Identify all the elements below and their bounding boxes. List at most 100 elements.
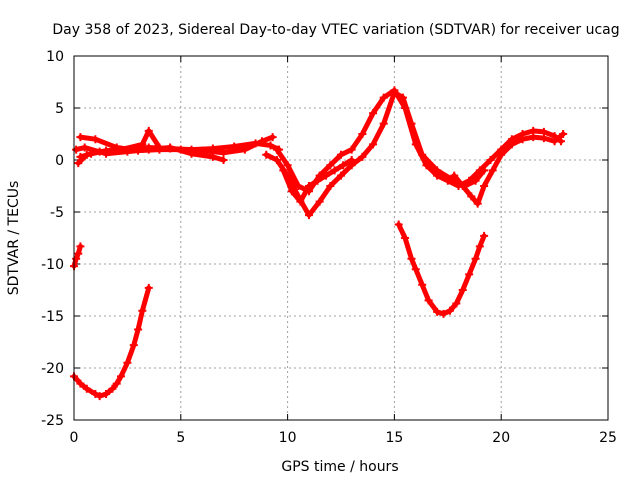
data-point — [102, 149, 111, 158]
data-point — [95, 392, 104, 401]
data-point — [134, 325, 143, 334]
series-track-3 — [74, 126, 164, 168]
x-tick-label: 25 — [599, 430, 617, 446]
data-point — [144, 283, 153, 292]
data-point — [337, 171, 345, 180]
data-point — [112, 379, 121, 388]
data-point — [76, 242, 85, 251]
data-point — [262, 150, 271, 159]
data-point — [313, 176, 322, 185]
data-point — [539, 134, 548, 143]
series-track-7 — [279, 156, 356, 206]
chart-title: Day 358 of 2023, Sidereal Day-to-day VTE… — [52, 22, 619, 38]
data-point — [401, 104, 410, 112]
data-series — [70, 86, 568, 401]
data-point — [358, 130, 367, 138]
data-point — [488, 166, 497, 175]
data-point — [473, 199, 482, 208]
data-point — [322, 171, 331, 180]
data-point — [102, 390, 111, 398]
data-point — [480, 231, 489, 240]
data-point — [379, 93, 388, 102]
data-point — [452, 299, 461, 308]
data-point — [287, 187, 296, 196]
series-track-9 — [70, 242, 85, 271]
y-axis-label: SDTVAR / TECUs — [6, 181, 22, 296]
data-point — [445, 306, 454, 315]
data-point — [80, 143, 89, 152]
data-point — [76, 379, 85, 388]
data-point — [74, 249, 83, 258]
data-point — [480, 182, 489, 190]
data-point — [369, 140, 378, 149]
data-point — [411, 265, 420, 274]
x-tick-label: 20 — [492, 430, 510, 446]
data-point — [475, 242, 484, 251]
series-track-8 — [450, 130, 568, 208]
data-point — [347, 156, 356, 164]
data-point — [116, 372, 125, 381]
data-point — [272, 156, 281, 164]
data-point — [315, 197, 324, 206]
series-track-11 — [394, 220, 489, 318]
data-point — [433, 307, 442, 316]
data-point — [458, 182, 467, 190]
data-point — [497, 150, 506, 159]
data-point — [337, 150, 345, 159]
data-point — [339, 161, 348, 170]
y-tick-label: -20 — [41, 361, 64, 377]
data-point — [82, 150, 91, 159]
x-tick-label: 10 — [279, 430, 297, 446]
data-point — [266, 141, 275, 150]
data-point — [74, 159, 83, 168]
data-point — [358, 152, 367, 161]
axis-ticks: 0 5 10 15 20 25 -25 -20 -15 -10 -5 0 5 10 — [41, 49, 617, 446]
data-point — [326, 182, 335, 190]
x-axis-label: GPS time / hours — [281, 459, 398, 475]
data-point — [390, 86, 399, 95]
x-tick-label: 15 — [385, 430, 403, 446]
data-point — [72, 145, 81, 154]
data-point — [347, 145, 356, 154]
data-point — [507, 140, 516, 149]
data-point — [240, 145, 249, 154]
series-track-4 — [72, 143, 228, 164]
data-point — [296, 197, 305, 206]
data-point — [76, 133, 85, 142]
data-point — [304, 182, 313, 190]
y-tick-label: -5 — [50, 205, 64, 221]
data-point — [458, 286, 467, 294]
series-trace — [71, 243, 83, 269]
data-point — [424, 296, 433, 305]
y-tick-label: -10 — [41, 257, 64, 273]
plot-frame — [73, 55, 609, 421]
data-point — [330, 166, 339, 175]
data-point — [443, 176, 452, 185]
data-point — [467, 192, 476, 201]
data-point — [138, 140, 147, 149]
data-point — [123, 147, 132, 156]
series-trace — [396, 221, 487, 317]
data-point — [268, 133, 277, 142]
y-tick-label: 5 — [55, 101, 64, 117]
data-point — [475, 166, 484, 175]
data-point — [422, 161, 431, 170]
data-point — [283, 161, 292, 170]
y-tick-label: 0 — [55, 153, 64, 169]
data-point — [411, 140, 420, 149]
series-trace — [71, 285, 152, 399]
data-point — [450, 171, 459, 180]
data-point — [529, 133, 538, 142]
data-point — [418, 280, 427, 289]
data-point — [91, 135, 100, 144]
grid-lines — [74, 56, 608, 420]
data-point — [294, 182, 303, 190]
data-point — [465, 270, 474, 279]
x-tick-label: 5 — [176, 430, 185, 446]
data-point — [272, 145, 281, 154]
data-point — [559, 130, 568, 138]
data-point — [257, 137, 266, 146]
data-point — [379, 119, 388, 128]
data-point — [465, 176, 474, 185]
